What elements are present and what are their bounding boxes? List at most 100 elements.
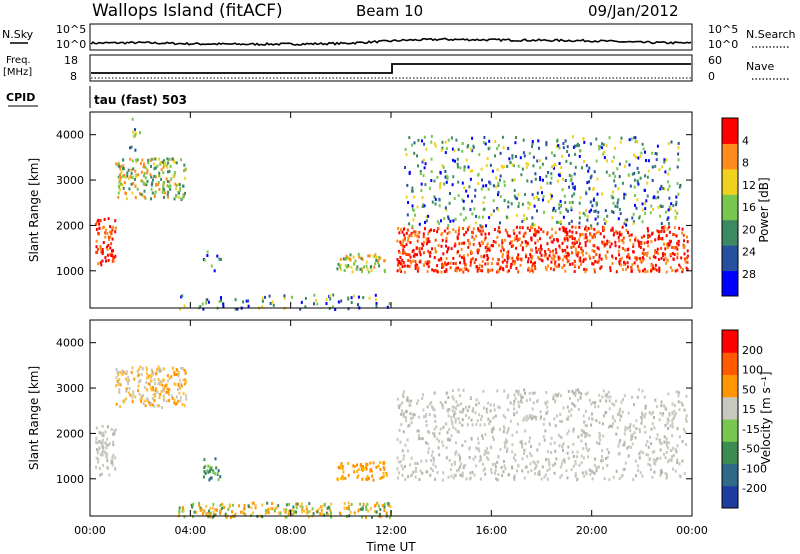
range-cell (211, 506, 214, 510)
range-cell (166, 157, 169, 161)
range-cell (588, 180, 591, 184)
range-cell (367, 270, 370, 274)
range-cell (647, 462, 650, 466)
range-cell (407, 475, 410, 478)
range-cell (432, 463, 435, 467)
range-cell (532, 155, 535, 159)
range-cell (591, 204, 594, 208)
range-cell (683, 239, 685, 243)
range-cell (295, 502, 298, 506)
range-cell (122, 167, 124, 170)
range-cell (570, 246, 573, 249)
range-cell (454, 262, 457, 266)
range-cell (397, 476, 399, 480)
range-cell (152, 157, 155, 161)
range-cell (143, 172, 146, 175)
range-cell (634, 236, 637, 240)
range-cell (530, 469, 533, 473)
range-cell (630, 269, 633, 273)
range-cell (616, 205, 619, 209)
range-cell (413, 195, 416, 199)
range-cell (494, 471, 497, 475)
range-cell (417, 399, 420, 403)
colorbar-tick-label: -50 (742, 443, 760, 456)
colorbar-tick-label: 100 (742, 364, 763, 377)
range-cell (158, 396, 161, 400)
range-cell (540, 258, 543, 262)
range-cell (572, 429, 575, 433)
range-cell (675, 450, 678, 454)
range-cell (611, 210, 613, 213)
range-cell (487, 451, 490, 455)
range-cell (361, 506, 364, 510)
range-cell (612, 228, 615, 232)
range-cell (494, 185, 497, 189)
range-cell (133, 177, 136, 181)
range-cell (656, 433, 659, 437)
range-cell (490, 213, 493, 217)
range-cell (514, 155, 517, 158)
range-cell (603, 156, 606, 160)
range-cell (523, 448, 526, 452)
range-cell (503, 165, 505, 169)
range-cell (494, 462, 497, 466)
range-cell (410, 421, 413, 425)
range-cell (533, 467, 536, 471)
nave-label: Nave (746, 60, 774, 73)
range-cell (578, 463, 581, 467)
range-cell (433, 427, 436, 431)
range-cell (431, 450, 434, 454)
range-cell (175, 194, 178, 198)
range-cell (266, 510, 269, 514)
range-cell (178, 506, 181, 510)
range-cell (618, 175, 621, 179)
range-cell (482, 242, 485, 246)
range-cell (106, 459, 109, 463)
range-cell (636, 264, 639, 268)
range-cell (483, 136, 486, 139)
range-cell (538, 470, 541, 474)
range-cell (497, 144, 500, 148)
range-cell (524, 231, 527, 235)
range-cell (209, 476, 212, 480)
range-cell (510, 263, 513, 266)
range-cell (161, 190, 164, 194)
range-cell (109, 225, 112, 229)
range-cell (429, 186, 431, 190)
range-cell (219, 503, 222, 507)
range-cell (615, 270, 618, 274)
range-cell (184, 371, 187, 375)
range-cell (381, 504, 384, 508)
range-cell (566, 150, 569, 153)
range-cell (590, 224, 593, 228)
range-cell (663, 230, 666, 233)
range-cell (484, 262, 487, 266)
range-cell (527, 257, 530, 261)
range-cell (417, 235, 420, 239)
range-cell (467, 165, 470, 169)
range-cell (633, 153, 636, 157)
y-tick-label: 1000 (56, 473, 84, 486)
range-cell (427, 232, 430, 236)
range-cell (288, 502, 291, 506)
range-cell (658, 168, 661, 172)
range-cell (421, 160, 424, 164)
range-cell (223, 506, 226, 509)
range-cell (522, 151, 525, 155)
range-cell (524, 442, 527, 446)
range-cell (434, 197, 437, 201)
range-cell (411, 189, 414, 193)
range-cell (589, 142, 592, 146)
range-cell (412, 413, 415, 416)
range-cell (98, 430, 101, 434)
nave-tick-top: 60 (708, 54, 722, 67)
range-cell (114, 226, 117, 230)
range-cell (631, 172, 634, 176)
range-cell (576, 251, 579, 255)
range-cell (643, 415, 646, 419)
range-cell (343, 502, 346, 505)
range-cell (598, 465, 601, 469)
range-cell (441, 146, 444, 150)
range-cell (400, 412, 403, 416)
range-cell (584, 392, 587, 396)
